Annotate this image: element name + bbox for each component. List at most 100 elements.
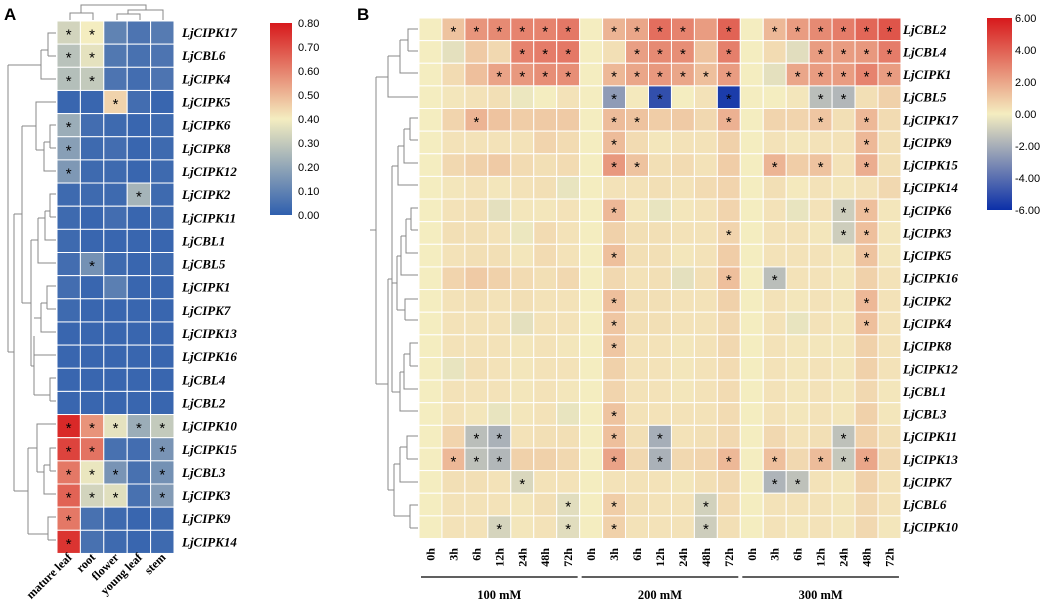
- heatmap-b-cell: [739, 379, 764, 404]
- heatmap-b-column-label: 48h: [538, 548, 552, 567]
- heatmap-b-cell: [877, 470, 902, 494]
- heatmap-a-significance-marker: *: [66, 420, 72, 437]
- heatmap-b-cell: [625, 356, 649, 381]
- heatmap-b-cell: [670, 130, 695, 155]
- heatmap-b-cell: [648, 266, 672, 291]
- heatmap-b-cell: [877, 243, 902, 268]
- heatmap-a-row-label: LjCBL1: [181, 233, 225, 248]
- heatmap-b-cell: [533, 198, 558, 223]
- heatmap-b-row-label: LjCBL1: [902, 384, 946, 399]
- panel-b-colorbar: [987, 18, 1012, 210]
- heatmap-b-cell: [487, 198, 512, 223]
- heatmap-b-cell: [670, 356, 695, 381]
- heatmap-b-cell: [808, 424, 833, 449]
- heatmap-b-cell: [739, 311, 764, 336]
- heatmap-b-cell: [785, 198, 810, 223]
- heatmap-b-significance-marker: *: [726, 227, 732, 244]
- heatmap-b-cell: [579, 62, 604, 87]
- heatmap-b-cell: [441, 175, 466, 200]
- heatmap-a-row-label: LjCIPK11: [181, 210, 236, 225]
- heatmap-b-cell: [648, 492, 672, 517]
- heatmap-b-cell: [670, 379, 695, 404]
- heatmap-b-cell: [762, 402, 787, 426]
- heatmap-b-cell: [670, 266, 695, 291]
- heatmap-b-cell: [808, 356, 833, 381]
- heatmap-b-cell: [579, 356, 604, 381]
- heatmap-b-cell: [487, 356, 512, 381]
- heatmap-b-significance-marker: *: [703, 69, 709, 86]
- heatmap-b-cell: [510, 243, 535, 268]
- heatmap-b-cell: [693, 108, 718, 132]
- heatmap-b-cell: [877, 175, 902, 200]
- heatmap-b-significance-marker: *: [864, 204, 870, 221]
- heatmap-a-cell: [79, 136, 105, 161]
- heatmap-b-cell: [579, 447, 604, 472]
- heatmap-b-significance-marker: *: [565, 69, 571, 86]
- heatmap-a-cell: [150, 89, 175, 115]
- heatmap-b-significance-marker: *: [473, 114, 479, 131]
- heatmap-b-cell: [533, 492, 558, 517]
- heatmap-b-column-label: 48h: [860, 548, 874, 567]
- heatmap-b-cell: [877, 356, 902, 381]
- heatmap-b-cell: [648, 198, 672, 223]
- heatmap-b-cell: [670, 311, 695, 336]
- heatmap-b-significance-marker: *: [864, 318, 870, 335]
- colorbar-b-tick-label: -4.00: [1015, 173, 1040, 185]
- heatmap-b-cell: [625, 492, 649, 517]
- heatmap-b-cell: [418, 40, 443, 64]
- heatmap-b-significance-marker: *: [634, 69, 640, 86]
- heatmap-b-row-label: LjCIPK9: [902, 135, 952, 150]
- heatmap-a-cell: [79, 321, 105, 346]
- heatmap-b-cell: [693, 40, 718, 64]
- heatmap-b-significance-marker: *: [657, 91, 663, 108]
- heatmap-b-significance-marker: *: [841, 453, 847, 470]
- heatmap-b-cell: [670, 153, 695, 177]
- heatmap-a-cell: [79, 159, 105, 184]
- heatmap-b-cell: [785, 175, 810, 200]
- heatmap-a-cell: [103, 321, 128, 346]
- heatmap-b-cell: [625, 221, 649, 245]
- heatmap-a-cell: [126, 159, 152, 184]
- heatmap-b-row-label: LjCBL2: [902, 22, 947, 37]
- heatmap-a-cell: [126, 437, 152, 462]
- heatmap-b-cell: [762, 85, 787, 110]
- heatmap-b-cell: [808, 221, 833, 245]
- heatmap-b-cell: [533, 175, 558, 200]
- heatmap-b-significance-marker: *: [634, 46, 640, 63]
- heatmap-b-cell: [648, 108, 672, 132]
- heatmap-b-significance-marker: *: [680, 23, 686, 40]
- heatmap-b-cell: [418, 243, 443, 268]
- heatmap-b-cell: [556, 289, 581, 313]
- heatmap-b-cell: [579, 221, 604, 245]
- heatmap-b-significance-marker: *: [565, 499, 571, 516]
- heatmap-b-cell: [739, 424, 764, 449]
- heatmap-b-cell: [625, 379, 649, 404]
- heatmap-b-cell: [808, 334, 833, 358]
- heatmap-b-cell: [854, 266, 879, 291]
- heatmap-b-significance-marker: *: [726, 69, 732, 86]
- heatmap-b-row-label: LjCIPK13: [902, 452, 958, 467]
- heatmap-b-significance-marker: *: [565, 46, 571, 63]
- colorbar-a-tick-label: 0.40: [298, 114, 319, 126]
- heatmap-b-cell: [831, 515, 856, 539]
- heatmap-b-cell: [625, 311, 649, 336]
- heatmap-b-cell: [648, 221, 672, 245]
- heatmap-b-cell: [487, 311, 512, 336]
- heatmap-b-cell: [785, 311, 810, 336]
- heatmap-b-cell: [556, 221, 581, 245]
- heatmap-b-cell: [510, 515, 535, 539]
- heatmap-b-cell: [831, 153, 856, 177]
- heatmap-a-row-label: LjCIPK4: [181, 71, 231, 86]
- heatmap-a-cell: [56, 252, 81, 277]
- heatmap-a-cell: [150, 321, 175, 346]
- heatmap-b-significance-marker: *: [864, 69, 870, 86]
- heatmap-b-cell: [579, 289, 604, 313]
- heatmap-b-cell: [625, 470, 649, 494]
- heatmap-b-significance-marker: *: [634, 23, 640, 40]
- heatmap-a-cell: [126, 89, 152, 115]
- heatmap-a-cell: [56, 390, 81, 416]
- heatmap-b-cell: [648, 402, 672, 426]
- heatmap-a-cell: [103, 20, 128, 45]
- heatmap-b-row-label: LjCIPK8: [902, 339, 952, 354]
- heatmap-b-cell: [739, 198, 764, 223]
